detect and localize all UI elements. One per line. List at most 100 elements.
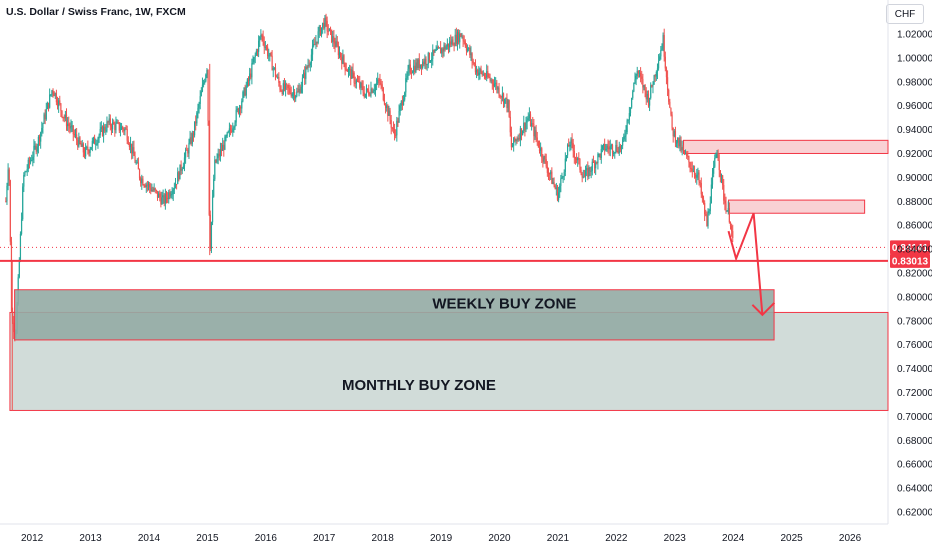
candle-body bbox=[218, 153, 220, 157]
candle-body bbox=[645, 90, 647, 100]
candle-body bbox=[668, 89, 670, 102]
candle-body bbox=[88, 150, 90, 153]
candle-body bbox=[104, 126, 106, 131]
candle-body bbox=[606, 145, 608, 149]
candle-body bbox=[56, 102, 59, 107]
candle-body bbox=[461, 36, 463, 38]
candle-body bbox=[469, 47, 471, 56]
candle-body bbox=[713, 166, 715, 174]
candle-body bbox=[173, 187, 175, 190]
candle-body bbox=[418, 59, 420, 68]
candle-body bbox=[481, 71, 483, 75]
candle-body bbox=[172, 189, 174, 195]
candle-body bbox=[684, 153, 687, 155]
candle-body bbox=[145, 184, 147, 188]
candle-body bbox=[361, 83, 363, 87]
candle-body bbox=[190, 137, 192, 144]
candle-body bbox=[154, 188, 156, 191]
candle-body bbox=[150, 187, 152, 192]
candle-body bbox=[35, 145, 37, 152]
candle-body bbox=[82, 143, 84, 153]
candle-body bbox=[292, 92, 295, 94]
candle-body bbox=[677, 137, 679, 143]
candle-body bbox=[478, 72, 480, 76]
candle-body bbox=[224, 136, 226, 150]
candle-body bbox=[529, 114, 532, 127]
candle-body bbox=[236, 108, 238, 111]
candle-body bbox=[646, 93, 648, 100]
candle-body bbox=[564, 158, 566, 172]
candle-body bbox=[67, 123, 69, 127]
candle-body bbox=[666, 77, 669, 90]
candle-body bbox=[709, 203, 711, 212]
candle-body bbox=[542, 157, 544, 162]
candle-body bbox=[65, 114, 68, 127]
candle-body bbox=[544, 155, 546, 160]
candle-body bbox=[29, 160, 32, 163]
candle-body bbox=[40, 132, 42, 142]
candle-body bbox=[374, 85, 377, 90]
candle-body bbox=[592, 161, 595, 163]
candle-body bbox=[602, 144, 605, 146]
candle-body bbox=[665, 68, 668, 78]
candle-body bbox=[513, 137, 515, 146]
candle-body bbox=[38, 137, 41, 142]
candle-body bbox=[269, 53, 271, 56]
candle-body bbox=[277, 77, 279, 79]
candle-body bbox=[675, 142, 678, 144]
candle-body bbox=[561, 176, 563, 179]
candle-body bbox=[514, 137, 516, 141]
candle-body bbox=[718, 160, 720, 171]
candle-body bbox=[149, 183, 151, 188]
candle-body bbox=[680, 140, 682, 151]
candle-body bbox=[156, 190, 159, 198]
candle-body bbox=[256, 50, 259, 52]
candle-body bbox=[220, 149, 223, 152]
candle-body bbox=[113, 122, 115, 125]
candle-body bbox=[499, 95, 501, 97]
candle-body bbox=[199, 96, 201, 104]
candle-body bbox=[440, 47, 442, 54]
candle-body bbox=[228, 128, 231, 132]
candle-body bbox=[568, 144, 570, 147]
candle-body bbox=[337, 45, 339, 56]
candle-body bbox=[690, 167, 692, 169]
candle-body bbox=[708, 211, 710, 214]
candle-body bbox=[141, 178, 143, 184]
candle-body bbox=[679, 140, 681, 147]
candle-body bbox=[511, 145, 514, 148]
candle-body bbox=[223, 144, 225, 150]
candle-body bbox=[202, 82, 205, 85]
candle-body bbox=[229, 128, 232, 131]
candle-body bbox=[318, 26, 320, 32]
candle-body bbox=[108, 118, 110, 123]
candle-body bbox=[728, 208, 730, 223]
candle-body bbox=[62, 116, 64, 118]
candle-body bbox=[411, 72, 414, 74]
candle-body bbox=[386, 105, 388, 108]
candle-body bbox=[63, 117, 65, 119]
candle-body bbox=[524, 122, 526, 130]
candle-body bbox=[650, 85, 652, 98]
candle-body bbox=[397, 120, 399, 123]
candle-body bbox=[195, 121, 197, 124]
candle-body bbox=[358, 81, 360, 83]
candle-body bbox=[158, 193, 160, 198]
candle-body bbox=[541, 148, 543, 158]
candle-body bbox=[657, 60, 660, 69]
candle-body bbox=[187, 150, 189, 154]
candle-body bbox=[200, 91, 202, 97]
currency-selector[interactable]: CHF bbox=[886, 4, 924, 24]
candle-body bbox=[305, 66, 307, 79]
candle-body bbox=[699, 181, 701, 184]
candle-body bbox=[574, 157, 577, 159]
candle-body bbox=[18, 259, 20, 278]
candle-body bbox=[111, 122, 114, 130]
candle-body bbox=[105, 130, 107, 132]
candle-body bbox=[338, 52, 341, 56]
candle-body bbox=[260, 34, 262, 37]
candle-body bbox=[578, 158, 580, 160]
candle-body bbox=[99, 129, 101, 136]
y-tick-label: 0.70000 bbox=[897, 412, 932, 423]
